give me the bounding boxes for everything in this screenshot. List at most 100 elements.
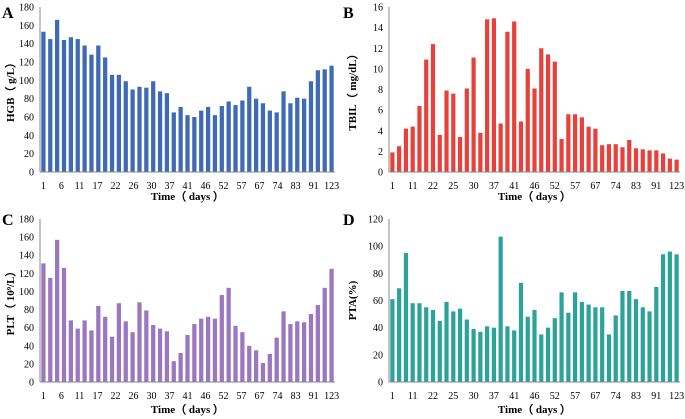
panel-d-bar: [545, 327, 551, 382]
panel-b-xtick: 30: [469, 181, 479, 192]
panel-a-xtick: 74: [273, 181, 283, 192]
panel-d-bar: [390, 299, 395, 382]
panel-a-bar: [130, 89, 135, 172]
panel-b-xtick: 37: [489, 181, 499, 192]
panel-a: A 0 20 40 60 80 100 120 140 160 180 1 6 11 17 22 26 30 37…: [2, 3, 339, 204]
panel-b-bar: [430, 44, 436, 173]
panel-c-xtick: 6: [59, 391, 64, 402]
panel-c-xtick: 83: [291, 391, 301, 402]
panel-b-bar: [654, 150, 659, 172]
panel-a-bar: [41, 31, 46, 172]
panel-d-bar: [573, 292, 578, 382]
panel-d-bar: [579, 301, 584, 382]
panel-c-bar: [116, 303, 122, 382]
panel-b-bar: [633, 148, 639, 172]
panel-a-xtick: 30: [147, 181, 157, 192]
panel-b-letter: B: [343, 5, 354, 22]
panel-d-bar: [410, 303, 415, 382]
panel-d-bar: [417, 303, 422, 382]
panel-b-bar: [566, 114, 571, 172]
panel-b-bar: [545, 54, 551, 172]
panel-d-ylabel: PTA(%): [347, 280, 359, 320]
panel-a-bar: [103, 57, 108, 172]
panel-c-xtick: 67: [255, 391, 265, 402]
panel-d-ytick: 80: [373, 269, 383, 280]
panel-b-xtick: 91: [651, 181, 661, 192]
panel-d-bar: [498, 236, 503, 382]
panel-d-bar: [667, 251, 672, 382]
panel-b-bar: [457, 136, 463, 172]
panel-b-bar: [579, 117, 584, 172]
panel-a-xtick: 17: [93, 181, 103, 192]
panel-d-bar: [424, 307, 429, 382]
panel-a-ytick: 100: [19, 76, 34, 87]
panel-b-bar: [464, 88, 469, 172]
panel-c-bar: [89, 330, 94, 382]
panel-c-bar: [281, 311, 286, 382]
panel-c-xtick: 91: [309, 391, 319, 402]
panel-c-bar: [212, 318, 218, 382]
panel-d-bar: [640, 307, 645, 382]
panel-a-bar: [253, 98, 259, 172]
panel-a-xtick: 11: [75, 181, 85, 192]
panel-c-bar: [178, 353, 183, 382]
panel-a-bar: [185, 115, 190, 172]
panel-a-bar: [116, 74, 122, 172]
panel-d-bar: [660, 254, 666, 382]
panel-b-bar: [498, 123, 503, 172]
panel-c-bar: [109, 336, 115, 382]
panel-b-bar: [478, 132, 483, 172]
panel-a-xlabel: Time（ days ）: [151, 190, 224, 203]
panel-b-bar: [451, 93, 456, 173]
panel-b-bar: [525, 68, 530, 173]
panel-a-bar: [329, 65, 334, 172]
panel-b-xlabel: Time（ days ）: [498, 190, 571, 203]
panel-b-bar: [660, 153, 666, 172]
panel-c-bar: [267, 353, 272, 382]
panel-c-bar: [274, 337, 279, 382]
panel-b-bar: [532, 88, 537, 172]
panel-b-bar: [613, 144, 618, 172]
panel-a-bar: [68, 37, 73, 172]
panel-b-ytick: 2: [378, 147, 383, 158]
panel-a-ytick: 20: [24, 149, 34, 160]
panel-a-bar: [89, 54, 94, 172]
panel-a-bar: [178, 106, 183, 172]
panel-b-ytick: 8: [378, 85, 383, 96]
panel-a-xtick: 1: [41, 181, 46, 192]
panel-a-xtick: 22: [111, 181, 121, 192]
panel-c-bar: [55, 239, 60, 382]
panel-d-xtick: 83: [631, 391, 641, 402]
panel-a-bar: [274, 112, 279, 172]
panel-d-bar: [512, 330, 517, 382]
panel-c-bar: [68, 320, 73, 382]
panel-a-bar: [247, 86, 252, 172]
panel-c-bar: [315, 305, 320, 382]
panel-c-xlabel: Time（ days ）: [151, 403, 224, 416]
panel-d-bar: [600, 307, 605, 382]
panel-b-ytick: 4: [378, 126, 383, 137]
panel-d-xtick: 25: [448, 391, 458, 402]
panel-c-ytick: 20: [24, 359, 34, 370]
panel-d-xtick: 1: [390, 391, 395, 402]
panel-d-bar: [539, 334, 544, 382]
panel-b-bar: [491, 18, 496, 173]
panel-c-bar: [226, 287, 231, 382]
panel-c-bar: [329, 268, 334, 382]
panel-a-ytick: 60: [24, 113, 34, 124]
panel-b-xtick: 52: [550, 181, 560, 192]
panel-c-bar: [253, 350, 259, 382]
panel-d-xtick: 46: [530, 391, 540, 402]
panel-d-bar: [654, 286, 659, 382]
panel-c-ytick: 120: [19, 269, 34, 280]
panel-c-bar: [157, 328, 163, 382]
panel-d-xtick: 22: [428, 391, 438, 402]
panel-d-bar: [627, 290, 632, 382]
panel-c-bar: [41, 263, 46, 382]
panel-a-bar: [233, 105, 238, 172]
panel-d-bar: [444, 301, 449, 382]
panel-d-bar: [613, 315, 618, 382]
panel-c-bar: [82, 320, 87, 382]
panel-c-bar: [130, 332, 135, 382]
